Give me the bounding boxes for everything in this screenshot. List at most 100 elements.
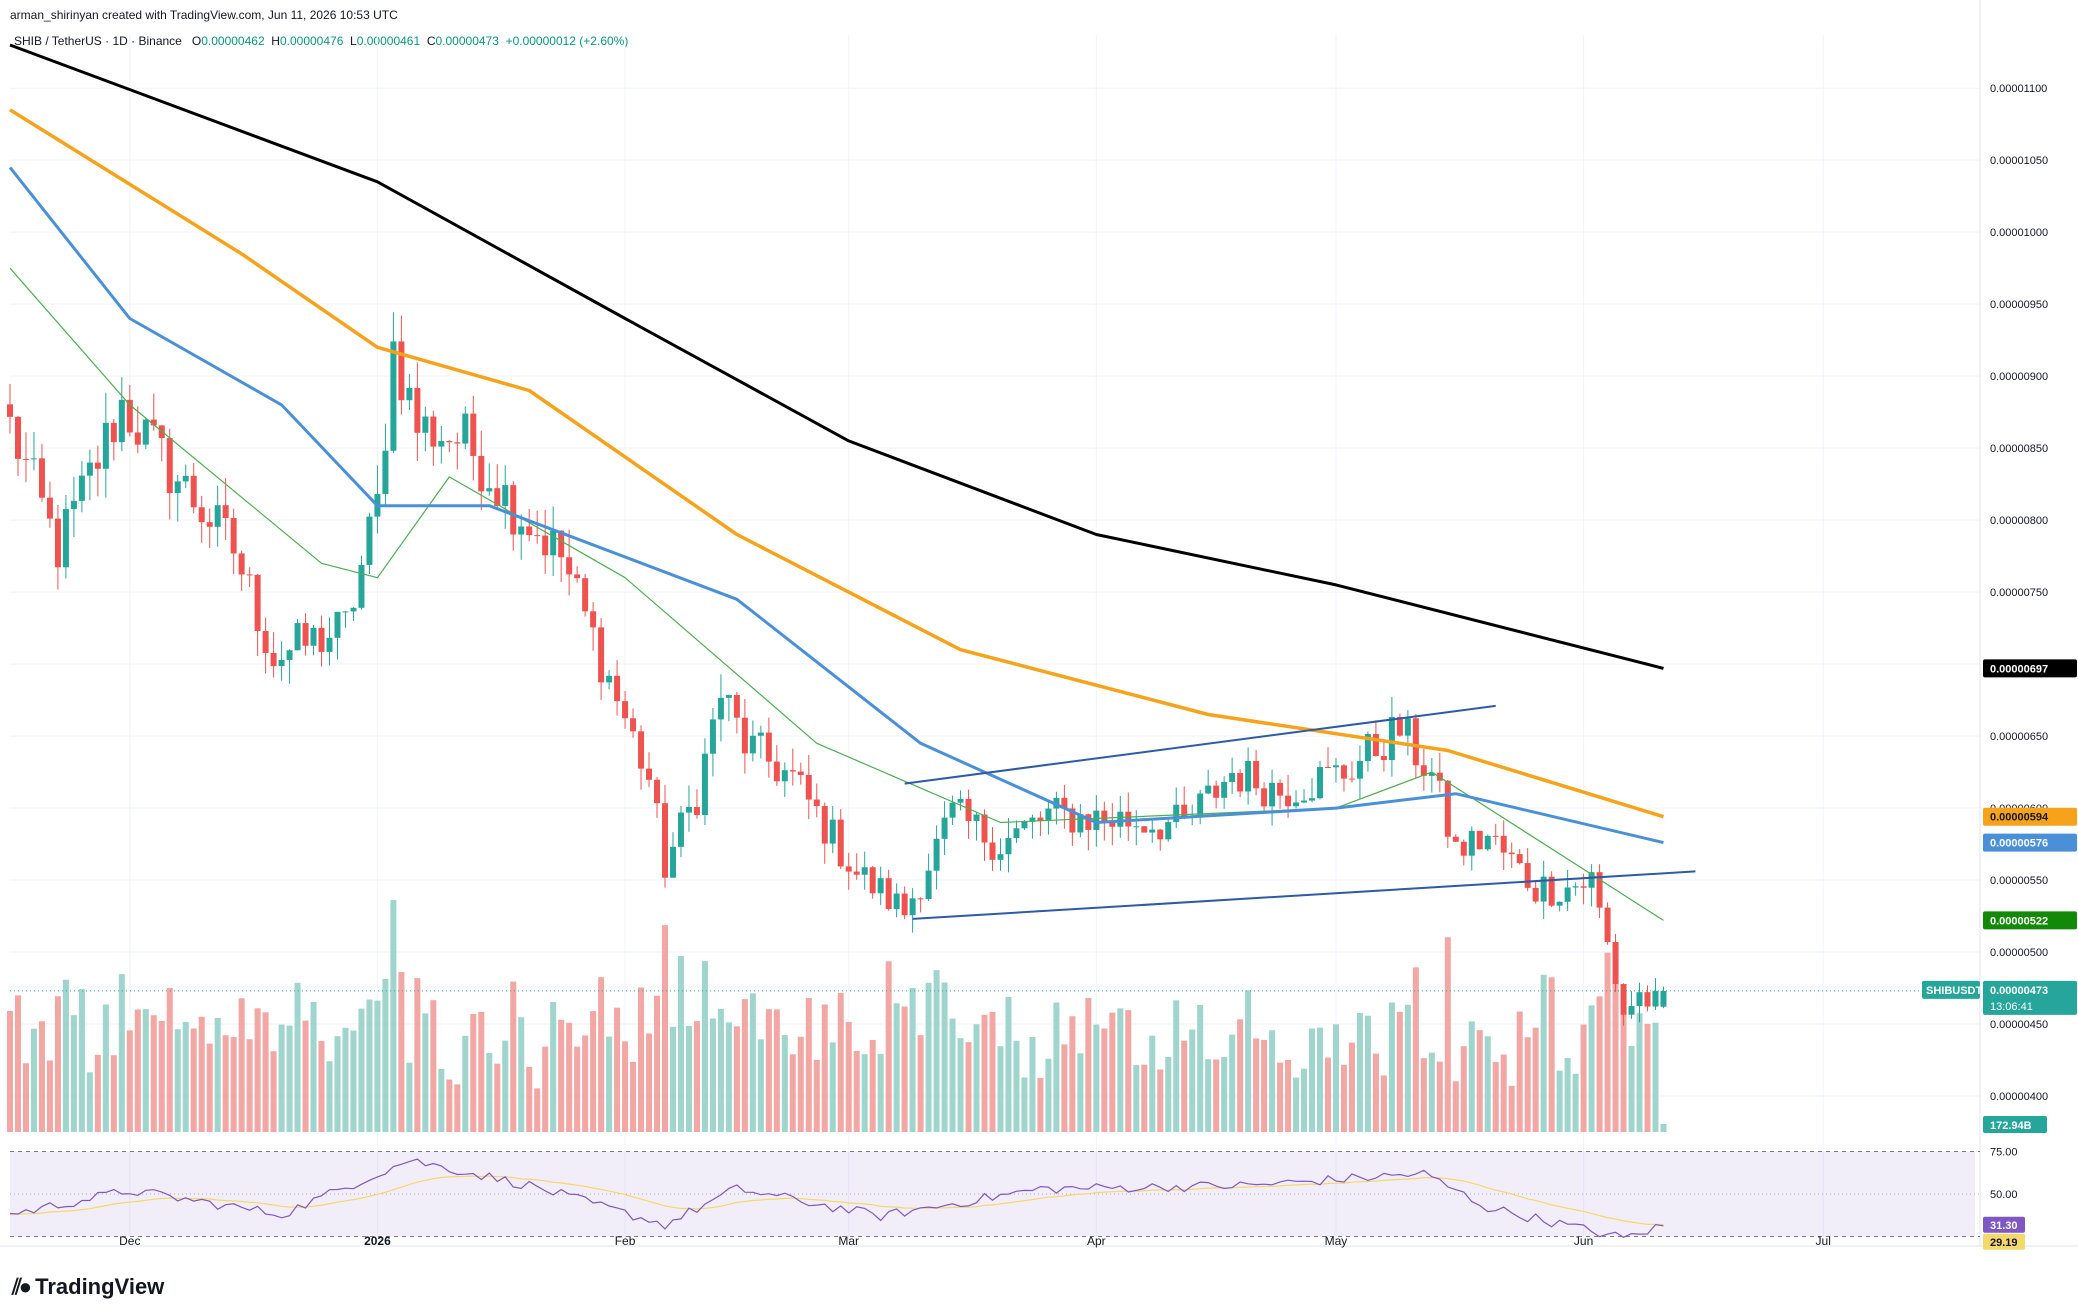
- candle-body: [350, 607, 357, 612]
- candle-body: [1540, 876, 1547, 902]
- volume-bar: [1476, 1030, 1483, 1132]
- candle-body: [630, 718, 637, 732]
- candle-body: [542, 535, 549, 556]
- volume-bar: [206, 1043, 213, 1132]
- candle-body: [1420, 765, 1427, 776]
- y-tick-label: 0.00000850: [1990, 443, 2048, 455]
- candle-body: [1029, 817, 1036, 822]
- volume-bar: [989, 1011, 996, 1132]
- volume-bar: [1117, 1008, 1124, 1132]
- volume-bar: [1013, 1040, 1020, 1132]
- candle-body: [1636, 992, 1643, 1007]
- candle-body: [1452, 836, 1459, 842]
- volume-bar: [494, 1063, 501, 1132]
- volume-bar: [94, 1054, 101, 1132]
- volume-bar: [1245, 990, 1252, 1132]
- candle-body: [797, 771, 804, 776]
- volume-bar: [1109, 1012, 1116, 1132]
- candle-body: [949, 802, 956, 818]
- volume-bar: [1141, 1064, 1148, 1132]
- candle-body: [845, 866, 852, 872]
- x-tick-label: Feb: [615, 1234, 636, 1248]
- volume-bar: [1388, 1002, 1395, 1132]
- volume-bar: [821, 1004, 828, 1132]
- channel-upper-line: [904, 704, 1496, 785]
- candle-body: [1181, 804, 1188, 817]
- candle-body: [1644, 992, 1651, 1007]
- high-value: 0.00000476: [279, 34, 344, 48]
- candle-body: [861, 867, 868, 875]
- candle-body: [909, 898, 916, 916]
- candle-body: [821, 806, 828, 844]
- candle-body: [662, 803, 668, 878]
- candle-body: [214, 505, 221, 527]
- volume-bar: [1029, 1036, 1036, 1132]
- candle-body: [510, 485, 517, 535]
- candle-body: [1165, 822, 1172, 840]
- volume-bar: [1213, 1059, 1220, 1132]
- candle-body: [238, 553, 245, 575]
- symbol-line: SHIB / TetherUS · 1D · Binance: [14, 34, 182, 48]
- volume-bar: [1428, 1052, 1435, 1132]
- candle-body: [1340, 765, 1347, 779]
- candle-body: [677, 812, 684, 847]
- candle-body: [558, 530, 565, 558]
- volume-bar: [1021, 1077, 1028, 1132]
- candle-body: [1588, 872, 1595, 888]
- volume-bar: [1229, 1034, 1236, 1132]
- candle-body: [773, 761, 780, 782]
- candle-body: [486, 488, 493, 492]
- candle-body: [813, 799, 820, 807]
- candle-body: [733, 695, 740, 718]
- candle-body: [765, 732, 772, 762]
- y-tick-label: 0.00000650: [1990, 731, 2048, 743]
- ema200-price-label-bg: [1983, 659, 2077, 678]
- volume-bar: [382, 978, 389, 1132]
- candle-body: [22, 458, 29, 460]
- candle-body: [190, 475, 197, 508]
- volume-bar: [701, 961, 708, 1132]
- volume-bar: [414, 978, 421, 1132]
- candle-body: [142, 419, 149, 445]
- candle-body: [566, 557, 573, 575]
- candle-body: [78, 475, 85, 501]
- last-price-label: 0.00000473: [1990, 985, 2048, 997]
- tradingview-logo[interactable]: ⫽● TradingView: [12, 1274, 164, 1300]
- low-value: 0.00000461: [356, 34, 421, 48]
- volume-bar: [230, 1036, 237, 1132]
- candle-body: [1317, 767, 1323, 799]
- volume-bar: [1652, 1022, 1659, 1132]
- candle-body: [590, 611, 597, 628]
- volume-bar: [1524, 1037, 1531, 1132]
- candle-body: [1173, 804, 1180, 823]
- volume-bar: [534, 1088, 541, 1132]
- volume-bar: [38, 1021, 45, 1132]
- volume-bar: [1005, 996, 1012, 1132]
- close-label: C: [426, 34, 436, 48]
- candle-body: [1005, 838, 1012, 855]
- volume-bar: [406, 1062, 413, 1132]
- volume-bar: [1205, 1059, 1212, 1132]
- brand-name: TradingView: [35, 1274, 165, 1299]
- volume-bar: [1277, 1062, 1284, 1132]
- volume-bar: [957, 1038, 964, 1132]
- volume-bar: [14, 995, 21, 1132]
- volume-bar: [502, 1040, 509, 1132]
- volume-bar: [246, 1039, 253, 1132]
- volume-bar: [390, 899, 397, 1132]
- candle-body: [1428, 772, 1435, 776]
- volume-bar: [685, 1025, 692, 1132]
- volume-bar: [1324, 1057, 1331, 1132]
- volume-bar: [965, 1042, 972, 1132]
- candle-body: [62, 509, 69, 568]
- volume-bar: [638, 987, 645, 1132]
- candle-body: [366, 516, 373, 565]
- candle-body: [1253, 761, 1260, 789]
- candle-body: [1221, 781, 1228, 798]
- candle-body: [1580, 886, 1587, 888]
- open-label: O: [191, 34, 202, 48]
- volume-bar: [1261, 1039, 1268, 1132]
- volume-bar: [646, 1033, 653, 1132]
- rsi-line: [9, 1158, 1664, 1238]
